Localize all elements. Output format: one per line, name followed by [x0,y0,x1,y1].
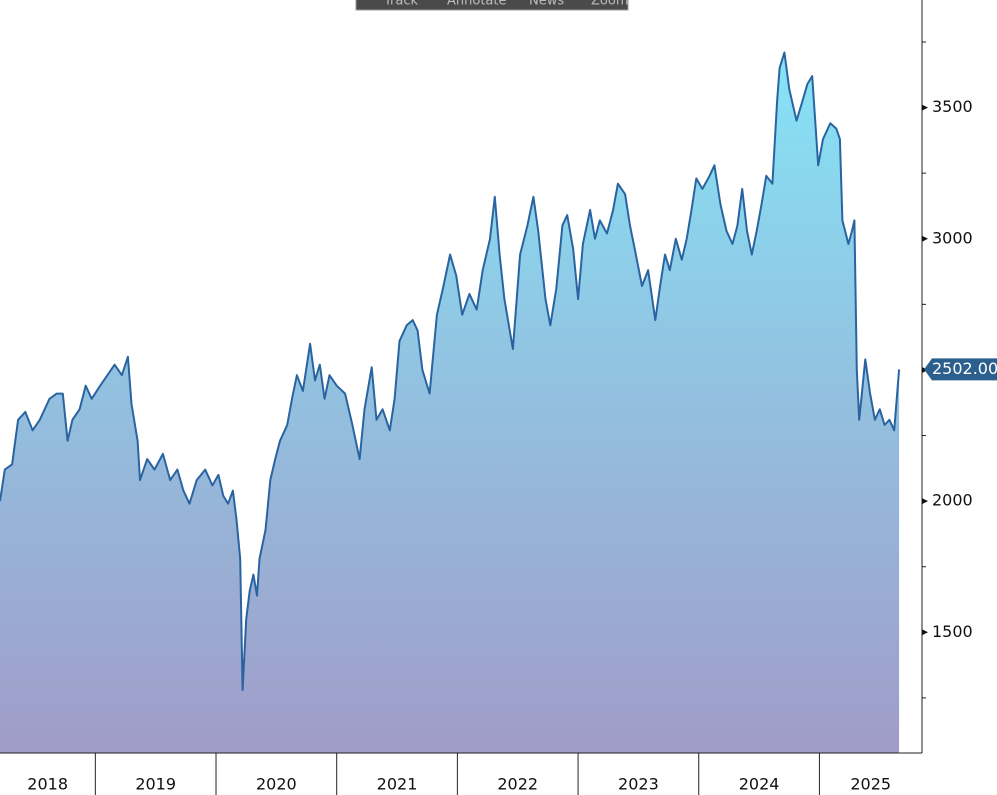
x-tick-label: 2022 [497,775,538,794]
x-tick-label: 2023 [618,775,659,794]
toolbar-bg [355,0,629,11]
toolbar-track[interactable]: Track [383,0,418,9]
y-tick [922,104,928,111]
toolbar-news[interactable]: News [529,0,564,9]
y-tick [922,498,928,505]
last-value-flag [924,358,997,381]
y-tick-label: 3500 [932,97,973,116]
x-tick-label: 2018 [27,775,68,794]
x-tick-label: 2024 [739,775,780,794]
x-tick-label: 2020 [256,775,297,794]
last-value-label: 2502.00 [932,359,997,378]
y-tick-label: 1500 [932,622,973,641]
x-tick-label: 2021 [377,775,418,794]
area-fill [0,52,900,753]
price-line [0,51,901,691]
y-tick-label: 2000 [932,491,973,510]
y-tick-label: 3000 [932,228,973,247]
toolbar-annotate[interactable]: Annotate [447,0,506,9]
y-tick [922,629,928,636]
y-tick [922,235,928,242]
x-tick-label: 2025 [850,775,891,794]
x-tick-label: 2019 [135,775,176,794]
toolbar-zoom[interactable]: Zoom [591,0,628,9]
toolbar: Track Annotate News Zoom [355,0,629,11]
